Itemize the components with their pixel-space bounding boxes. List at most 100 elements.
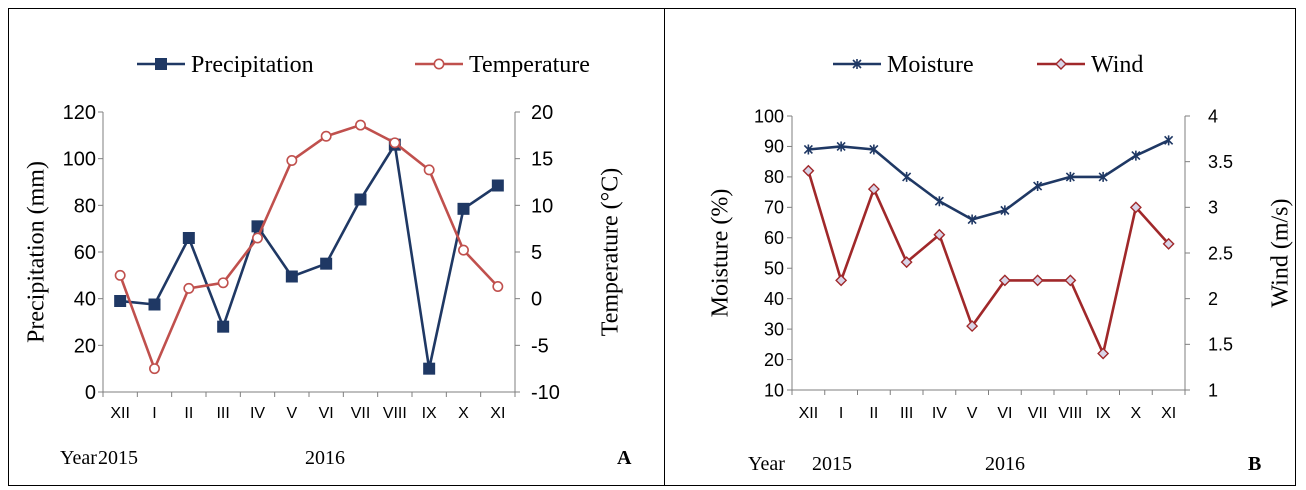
left-tick-label: 100 bbox=[754, 106, 784, 126]
right-tick-label: 10 bbox=[531, 195, 553, 217]
data-point bbox=[1097, 347, 1110, 360]
x-tick-label: VIII bbox=[1058, 405, 1082, 422]
series-line bbox=[120, 143, 499, 370]
data-point bbox=[803, 144, 813, 155]
series-line bbox=[118, 123, 499, 370]
series-temperature bbox=[114, 119, 504, 375]
data-point bbox=[458, 244, 469, 256]
x-tick-label: VII bbox=[351, 405, 371, 422]
data-point bbox=[1000, 205, 1010, 216]
left-tick-label: 60 bbox=[74, 242, 96, 264]
data-point bbox=[423, 362, 436, 375]
data-point bbox=[1098, 171, 1108, 182]
x-tick-label: XII bbox=[799, 405, 819, 422]
data-point bbox=[1033, 181, 1043, 192]
legend-label: Temperature bbox=[469, 52, 590, 78]
data-point bbox=[114, 269, 126, 281]
series-moisture bbox=[803, 135, 1174, 225]
x-tick-label: V bbox=[967, 405, 978, 422]
data-point bbox=[836, 141, 846, 152]
left-tick-label: 50 bbox=[764, 259, 784, 279]
data-point bbox=[354, 193, 367, 206]
series-precipitation bbox=[114, 138, 504, 375]
right-tick-label: 2.5 bbox=[1208, 243, 1233, 263]
left-tick-label: 0 bbox=[85, 382, 96, 404]
data-point bbox=[934, 196, 944, 207]
figure-frame bbox=[8, 8, 1296, 486]
x-tick-label: II bbox=[869, 405, 878, 422]
x-tick-label: XII bbox=[110, 405, 130, 422]
data-point bbox=[423, 164, 435, 176]
data-point bbox=[182, 232, 195, 244]
x-tick-label: IV bbox=[932, 405, 947, 422]
year-mark: 2016 bbox=[305, 447, 345, 469]
legend-marker bbox=[1055, 58, 1067, 70]
left-tick-label: 70 bbox=[764, 198, 784, 218]
x-tick-label: IV bbox=[250, 405, 265, 422]
x-tick-label: X bbox=[1131, 405, 1142, 422]
data-point bbox=[967, 214, 977, 225]
left-tick-label: 20 bbox=[74, 335, 96, 357]
legend-label: Precipitation bbox=[191, 52, 314, 78]
right-tick-label: 3.5 bbox=[1208, 152, 1233, 172]
data-point bbox=[902, 171, 912, 182]
left-tick-label: 60 bbox=[764, 228, 784, 248]
right-tick-label: 5 bbox=[531, 242, 542, 264]
legend-marker bbox=[433, 58, 445, 70]
data-point bbox=[1162, 237, 1175, 250]
data-point bbox=[933, 228, 946, 241]
panel-label: A bbox=[617, 447, 632, 469]
left-tick-label: 120 bbox=[63, 102, 96, 124]
left-tick-label: 80 bbox=[74, 195, 96, 217]
data-point bbox=[802, 164, 815, 177]
left-axis-title: Moisture (%) bbox=[708, 189, 734, 318]
data-point bbox=[1065, 171, 1075, 182]
x-tick-label: III bbox=[900, 405, 913, 422]
data-point bbox=[1031, 274, 1044, 287]
year-mark: 2015 bbox=[98, 447, 138, 469]
x-tick-label: X bbox=[458, 405, 469, 422]
data-point bbox=[457, 202, 470, 215]
year-label: Year bbox=[60, 447, 97, 469]
data-point bbox=[998, 274, 1011, 287]
left-tick-label: 100 bbox=[63, 149, 96, 171]
data-point bbox=[1064, 274, 1077, 287]
legend-item-temperature: Temperature bbox=[415, 52, 590, 78]
right-tick-label: 2 bbox=[1208, 289, 1218, 309]
data-point bbox=[217, 277, 229, 289]
right-tick-label: 15 bbox=[531, 149, 553, 171]
x-tick-label: VII bbox=[1028, 405, 1048, 422]
data-point bbox=[285, 270, 298, 283]
year-mark: 2016 bbox=[985, 453, 1025, 475]
right-tick-label: 1 bbox=[1208, 380, 1218, 400]
right-tick-label: 1.5 bbox=[1208, 335, 1233, 355]
data-point bbox=[355, 119, 366, 131]
data-point bbox=[114, 295, 127, 307]
legend-marker bbox=[155, 58, 167, 70]
data-point bbox=[1164, 135, 1174, 146]
left-tick-label: 30 bbox=[764, 319, 784, 339]
legend-marker bbox=[852, 59, 862, 69]
series-line bbox=[808, 139, 1170, 221]
x-tick-label: VI bbox=[997, 405, 1012, 422]
right-tick-label: 4 bbox=[1208, 106, 1218, 126]
series-wind bbox=[802, 164, 1175, 360]
series-line bbox=[807, 170, 1170, 355]
x-tick-label: VI bbox=[319, 405, 334, 422]
data-point bbox=[148, 298, 161, 311]
data-point bbox=[217, 320, 230, 333]
left-tick-label: 80 bbox=[764, 167, 784, 187]
data-point bbox=[389, 137, 401, 149]
data-point bbox=[252, 232, 263, 244]
data-point bbox=[869, 144, 879, 155]
legend-item-precipitation: Precipitation bbox=[137, 52, 314, 78]
right-axis-title: Temperature (°C) bbox=[598, 168, 624, 337]
right-axis-title: Wind (m/s) bbox=[1268, 198, 1294, 307]
left-tick-label: 20 bbox=[764, 350, 784, 370]
x-tick-label: IX bbox=[1096, 405, 1111, 422]
data-point bbox=[1129, 201, 1142, 214]
legend-item-moisture: Moisture bbox=[833, 52, 974, 78]
year-label: Year bbox=[748, 453, 785, 475]
